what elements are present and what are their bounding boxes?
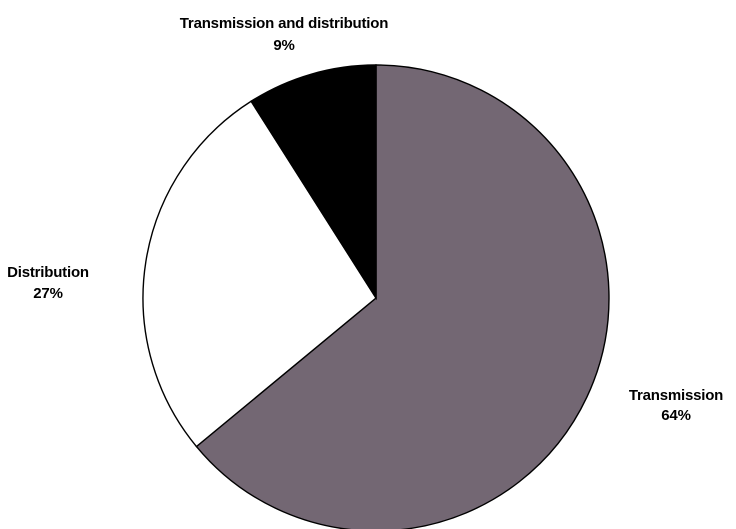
pie-slices	[142, 64, 610, 529]
percent-distribution: 27%	[33, 285, 62, 302]
label-transmission: Transmission	[629, 387, 723, 404]
label-transmission-and-distribution: Transmission and distribution	[180, 15, 388, 32]
pie-labels: Transmission 64% Distribution 27% Transm…	[7, 15, 723, 424]
slice-distribution	[142, 100, 377, 448]
slice-transmission	[195, 64, 610, 529]
percent-transmission-and-distribution: 9%	[273, 37, 294, 54]
percent-transmission: 64%	[661, 407, 690, 424]
slice-transmission-and-distribution	[250, 64, 377, 301]
label-distribution: Distribution	[7, 264, 89, 281]
